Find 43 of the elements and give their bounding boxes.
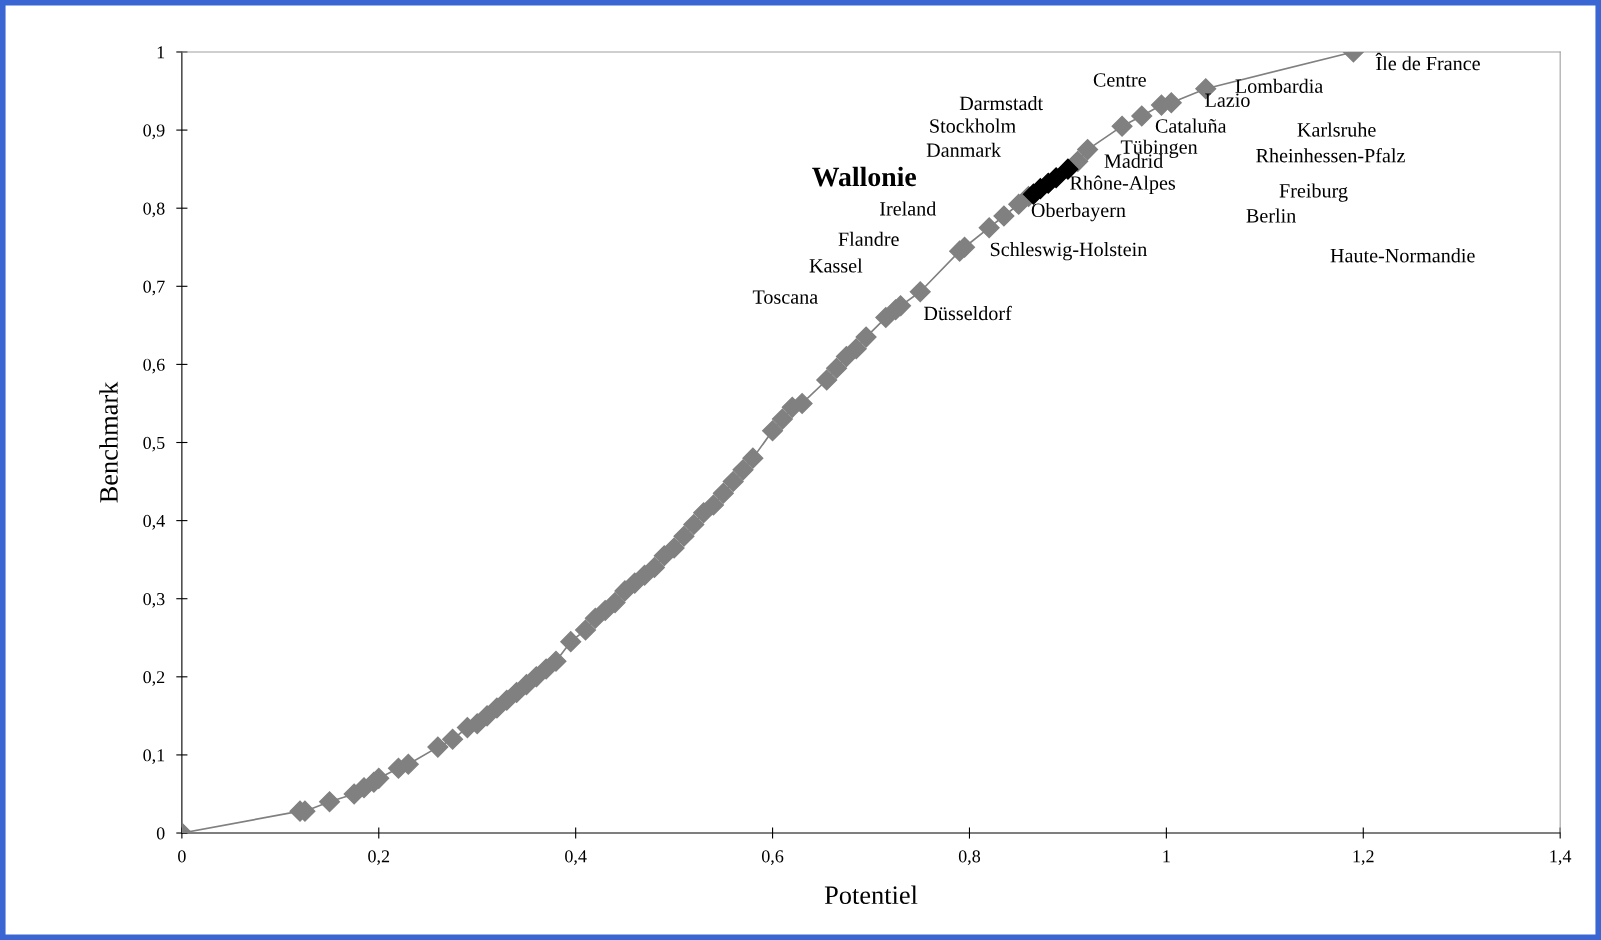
x-tick-label: 1,2 [1353, 850, 1374, 865]
annotation: Schleswig-Holstein [990, 241, 1147, 261]
annotation: Rhône-Alpes [1070, 175, 1176, 194]
annotation: Düsseldorf [923, 305, 1012, 321]
x-tick-label: 1 [1163, 850, 1170, 863]
annotation: Wallonie [812, 166, 916, 187]
y-tick-label: 0,1 [143, 749, 165, 764]
y-tick-label: 0,2 [143, 671, 165, 686]
y-tick-label: 0,4 [143, 514, 165, 530]
annotation: Centre [1093, 73, 1146, 87]
annotation: Cataluña [1155, 118, 1227, 133]
annotation: Rheinhessen-Pfalz [1256, 148, 1405, 163]
annotation: Haute-Normandie [1330, 248, 1475, 263]
x-axis-title: Potentiel [824, 885, 918, 905]
x-tick-label: 0,4 [565, 850, 587, 865]
annotation: Lombardia [1235, 78, 1323, 93]
y-tick-label: 1 [157, 46, 165, 59]
y-tick-label: 0,8 [143, 202, 165, 218]
y-tick-label: 0,6 [143, 358, 165, 374]
annotation: Karlsruhe [1297, 122, 1376, 137]
y-tick-label: 0 [156, 827, 165, 840]
x-tick-label: 1,4 [1550, 850, 1572, 865]
y-tick-label: 0,5 [143, 436, 165, 452]
annotation: Île de France [1375, 52, 1480, 71]
annotation: Darmstadt [959, 95, 1044, 111]
annotation: Danmark [926, 142, 1002, 157]
x-tick-label: 0,8 [958, 850, 981, 865]
annotation: Flandre [838, 231, 899, 247]
annotation: Freiburg [1279, 183, 1348, 202]
x-tick-label: 0,2 [368, 850, 390, 865]
annotation: Oberbayern [1031, 202, 1126, 222]
annotation: Kassel [809, 258, 863, 273]
x-tick-label: 0,6 [761, 850, 784, 865]
x-tick-label: 0 [178, 850, 186, 863]
y-tick-label: 0,9 [143, 124, 165, 140]
annotation: Ireland [880, 201, 937, 216]
y-tick-label: 0,3 [143, 592, 165, 608]
annotation: Stockholm [930, 118, 1016, 133]
y-tick-label: 0,7 [143, 280, 165, 296]
annotation: Lazio [1205, 93, 1250, 108]
annotation: Berlin [1246, 208, 1296, 223]
annotation: Toscana [752, 290, 818, 304]
y-axis-title: Benchmark [99, 381, 118, 503]
